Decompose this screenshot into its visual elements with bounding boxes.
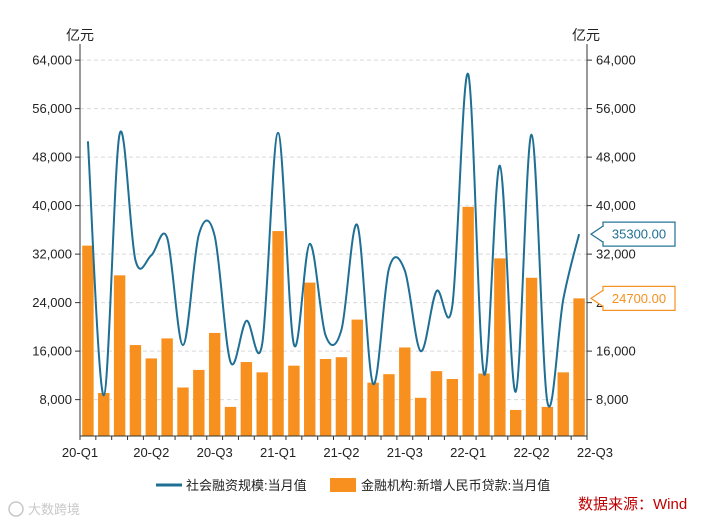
bar bbox=[177, 387, 189, 436]
x-tick-label: 20-Q3 bbox=[197, 445, 233, 460]
bar bbox=[304, 282, 316, 436]
bar bbox=[446, 379, 459, 436]
callout-value-label: 24700.00 bbox=[612, 291, 666, 306]
y-tick-label-left: 40,000 bbox=[32, 198, 72, 213]
x-tick-label: 21-Q3 bbox=[387, 445, 423, 460]
watermark-logo-icon bbox=[8, 501, 24, 517]
callout-pointer bbox=[589, 224, 604, 244]
line-series bbox=[86, 73, 581, 408]
bar bbox=[414, 397, 427, 436]
watermark-text: 大数跨境 bbox=[28, 502, 80, 517]
y-tick-label-right: 64,000 bbox=[596, 53, 636, 68]
x-tick-label: 21-Q1 bbox=[260, 445, 296, 460]
x-tick-label: 21-Q2 bbox=[323, 445, 359, 460]
bar bbox=[193, 369, 205, 436]
y-tick-label-right: 8,000 bbox=[596, 392, 629, 407]
watermark: 大数跨境 bbox=[8, 501, 80, 517]
bar bbox=[256, 372, 268, 436]
bar bbox=[494, 258, 506, 436]
bar bbox=[351, 319, 363, 436]
legend-line-label: 社会融资规模:当月值 bbox=[186, 478, 307, 493]
bar bbox=[430, 371, 443, 436]
y-tick-label-left: 16,000 bbox=[32, 344, 72, 359]
bar bbox=[98, 392, 110, 436]
bar bbox=[319, 359, 332, 436]
x-axis-ticks: 20-Q1 20-Q2 20-Q3 21-Q1 21-Q2 21-Q3 22-Q1 22-Q2… bbox=[62, 436, 613, 460]
legend-bar-swatch bbox=[330, 478, 356, 492]
bar bbox=[399, 347, 411, 436]
bar bbox=[240, 362, 253, 436]
y-axis-left-ticks: 8,000 16,000 24,000 32,000 40,000 48,000 56,00… bbox=[32, 53, 80, 407]
y-tick-label-left: 8,000 bbox=[39, 392, 72, 407]
bar bbox=[573, 298, 585, 436]
y-tick-label-right: 16,000 bbox=[596, 344, 636, 359]
bar bbox=[541, 406, 554, 436]
x-tick-label: 22-Q3 bbox=[577, 445, 613, 460]
y-tick-label-right: 32,000 bbox=[596, 247, 636, 262]
bar bbox=[288, 365, 300, 436]
y-tick-label-left: 56,000 bbox=[32, 101, 72, 116]
bar bbox=[82, 245, 94, 436]
bar-series bbox=[82, 206, 585, 436]
data-source-note: 数据来源：Wind bbox=[578, 496, 687, 513]
x-tick-label: 20-Q2 bbox=[133, 445, 169, 460]
y-tick-label-left: 64,000 bbox=[32, 53, 72, 68]
bar bbox=[335, 357, 348, 436]
bar bbox=[145, 358, 158, 436]
series-line bbox=[86, 73, 581, 408]
bar bbox=[383, 374, 395, 436]
legend-bar-label: 金融机构:新增人民币贷款:当月值 bbox=[361, 478, 550, 493]
bar bbox=[161, 338, 173, 436]
y-tick-label-right: 48,000 bbox=[596, 150, 636, 165]
x-tick-label: 20-Q1 bbox=[62, 445, 98, 460]
x-tick-label: 22-Q1 bbox=[450, 445, 486, 460]
legend: 社会融资规模:当月值 金融机构:新增人民币贷款:当月值 bbox=[156, 478, 550, 493]
y-tick-label-right: 56,000 bbox=[596, 101, 636, 116]
callout-value-label: 35300.00 bbox=[612, 227, 666, 242]
y-tick-label-right: 40,000 bbox=[596, 198, 636, 213]
y-tick-label-left: 48,000 bbox=[32, 150, 72, 165]
value-callouts: 35300.00 24700.00 bbox=[589, 221, 676, 311]
x-tick-label: 22-Q2 bbox=[513, 445, 549, 460]
bar bbox=[208, 332, 221, 436]
bar bbox=[129, 345, 142, 436]
bar bbox=[224, 406, 237, 436]
y-tick-label-left: 32,000 bbox=[32, 247, 72, 262]
bar bbox=[462, 206, 474, 436]
bar bbox=[272, 231, 284, 436]
bar bbox=[478, 373, 490, 436]
y-axis-right-unit: 亿元 bbox=[572, 27, 600, 43]
bar bbox=[557, 372, 569, 436]
bar bbox=[113, 275, 126, 436]
bar bbox=[367, 382, 379, 436]
y-axis-left-unit: 亿元 bbox=[66, 27, 94, 43]
y-tick-label-left: 24,000 bbox=[32, 295, 72, 310]
bar bbox=[509, 409, 522, 436]
bar bbox=[525, 277, 538, 436]
